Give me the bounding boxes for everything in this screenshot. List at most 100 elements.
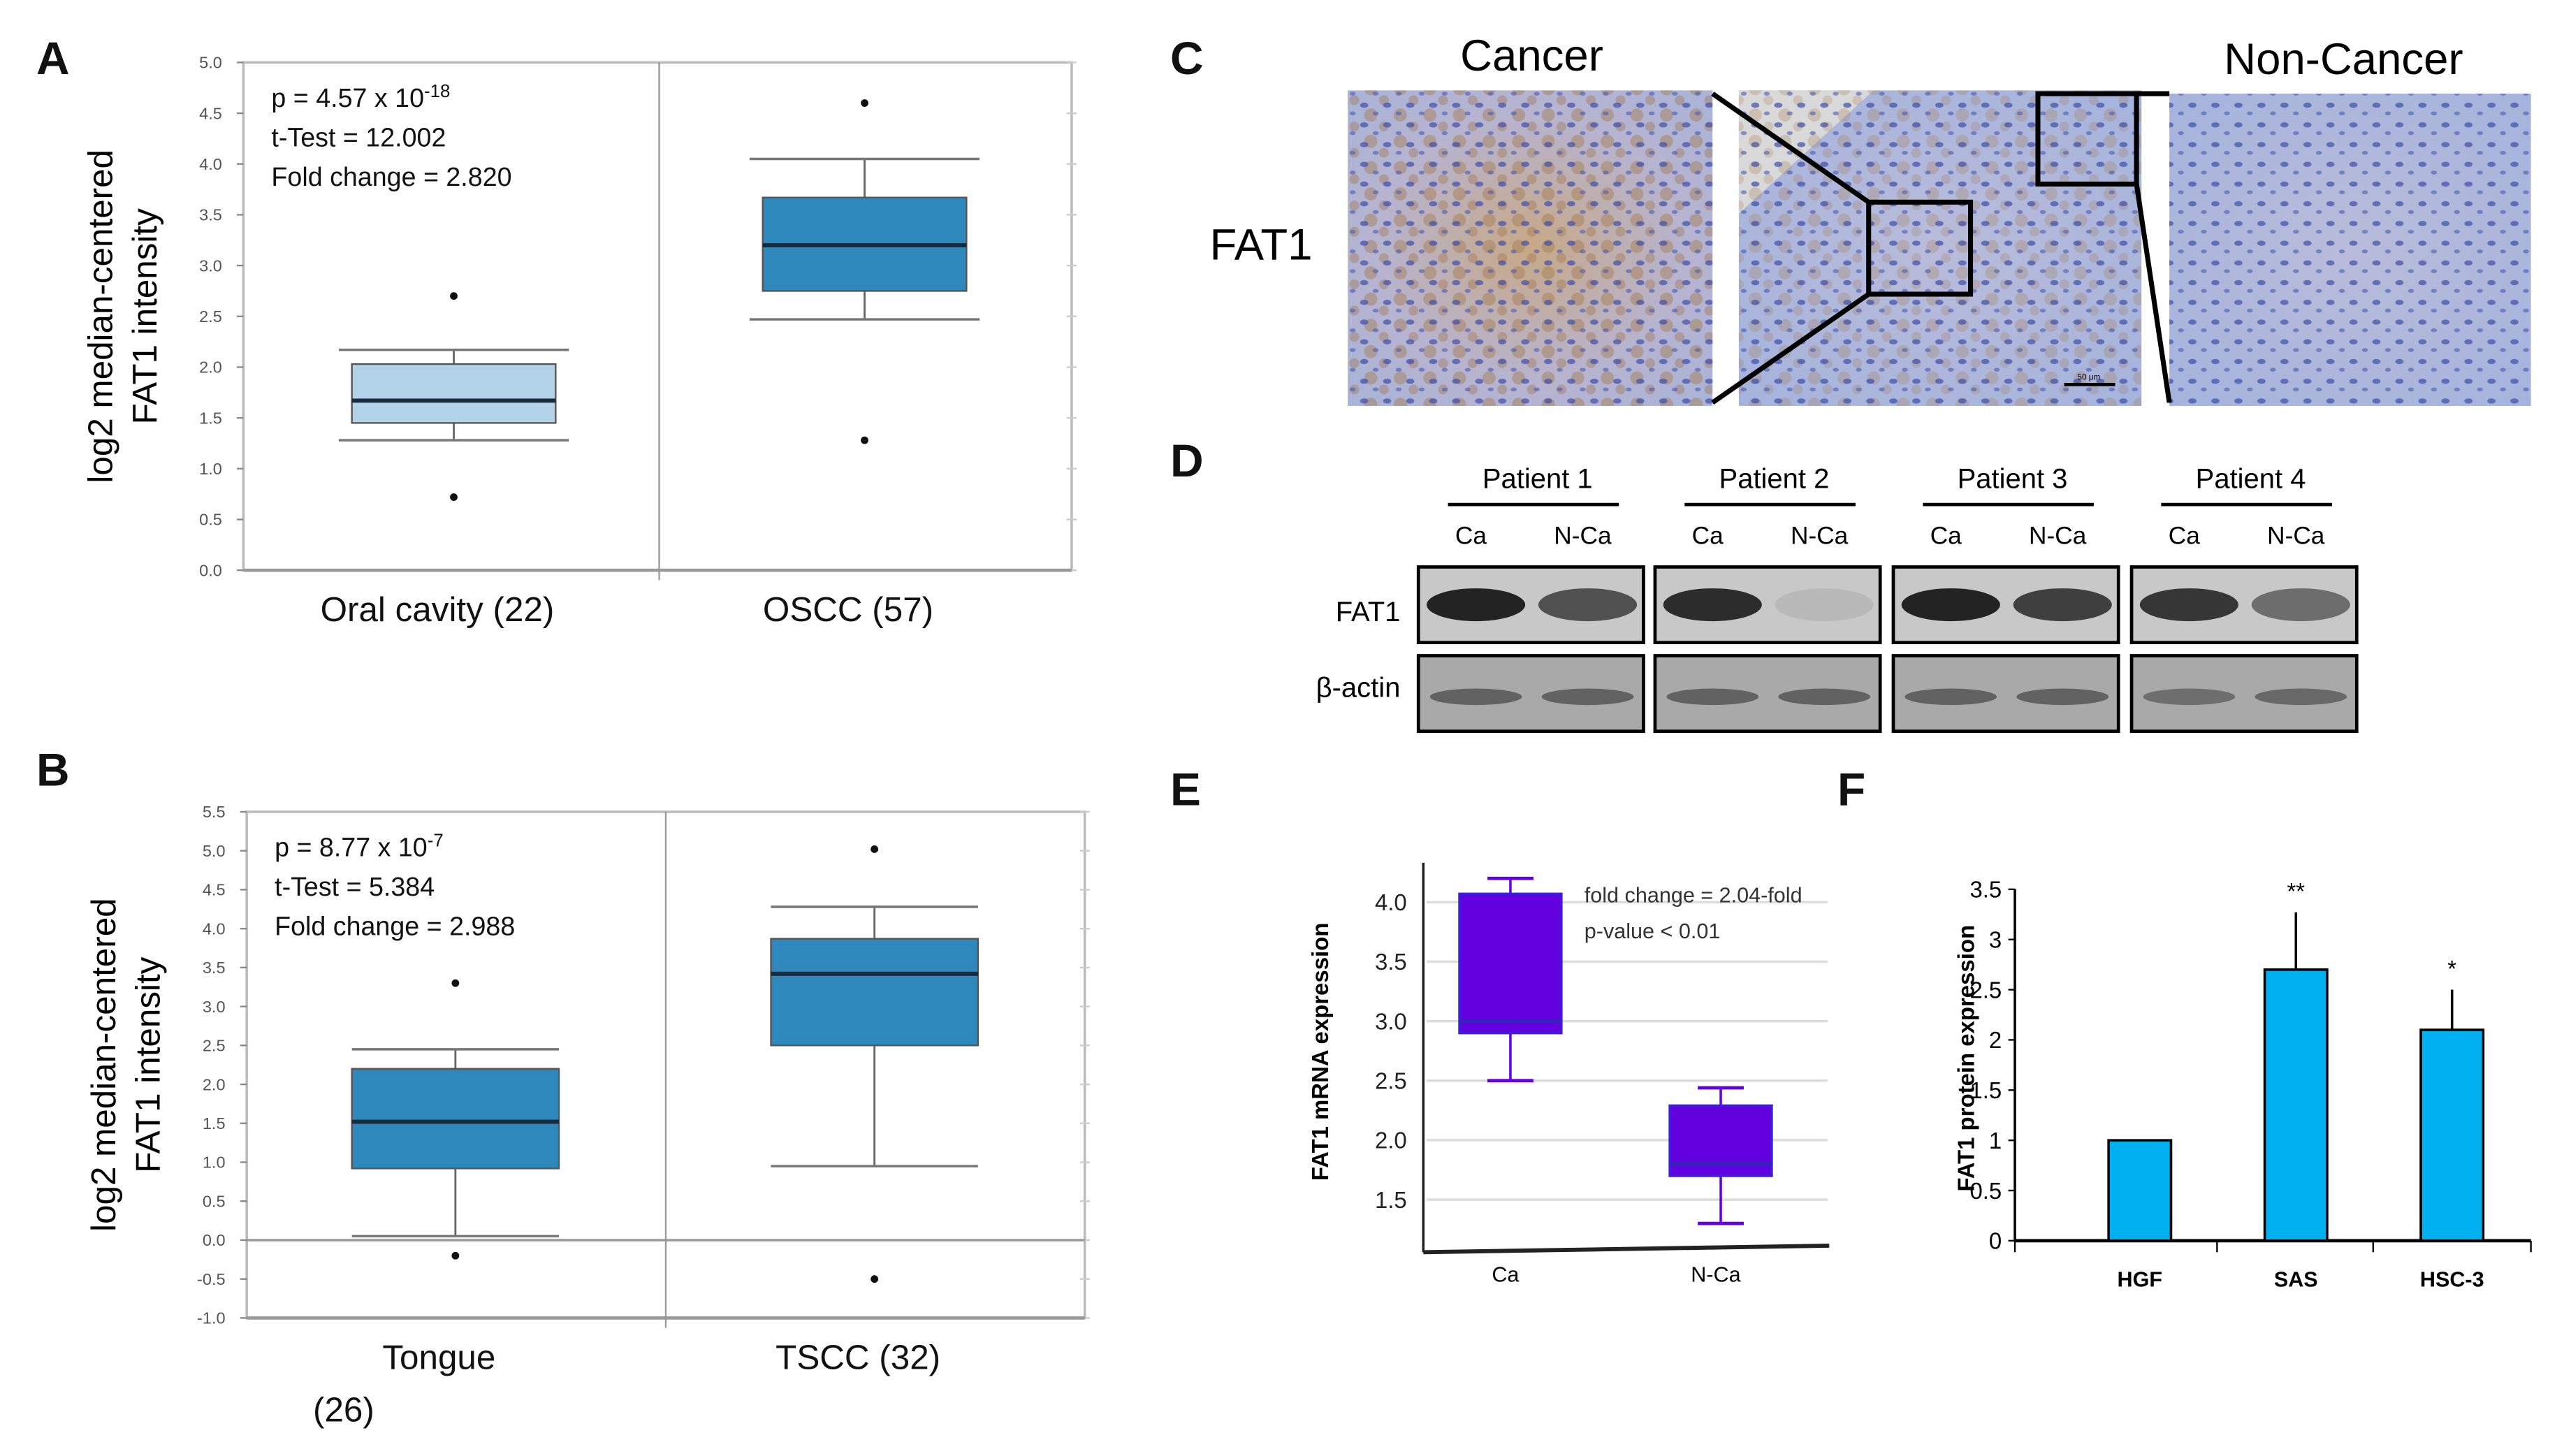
y-tick-label: 1.0 (199, 460, 222, 478)
y-tick-label: 3.5 (1375, 949, 1407, 975)
patient-label: Patient 2 (1719, 464, 1830, 495)
patient-label: Patient 3 (1958, 464, 2068, 495)
actin-band (1778, 688, 1871, 706)
p-value-text: p = 4.57 x 10 (271, 83, 424, 112)
panel-c-ihc: Cancer Non-Cancer FAT1 50 μm (1210, 31, 2531, 406)
cancer-title: Cancer (1460, 31, 1603, 80)
panel-f-bar-chart: 0 0.5 1 1.5 2 2.5 3 3.5 HGF ** SAS * HSC-3 FAT1 prote… (1953, 877, 2532, 1292)
y-tick-label: 2.0 (1375, 1128, 1407, 1153)
y-tick-label: -0.5 (197, 1270, 226, 1288)
fold-change-annotation: Fold change = 2.820 (271, 162, 511, 191)
outlier-point (871, 845, 879, 853)
y-tick-label: 1.5 (203, 1114, 226, 1133)
actin-band (1541, 688, 1634, 706)
y-tick-label: 2.5 (199, 307, 222, 326)
lane-label: N-Ca (1791, 523, 1849, 550)
fold-change-annotation: fold change = 2.04-fold (1585, 883, 1802, 907)
y-tick-label: 2 (1989, 1027, 2002, 1053)
x-category-label: OSCC (57) (763, 590, 933, 629)
outlier-point (861, 99, 868, 107)
p-value-annotation: p = 4.57 x 10-18 (271, 82, 450, 112)
lane-label: Ca (1692, 523, 1724, 550)
actin-band (2016, 688, 2109, 706)
fat1-band (1901, 588, 2000, 622)
non-cancer-image (2169, 94, 2531, 406)
scale-bar-label: 50 μm (2077, 372, 2100, 381)
x-category-label: HSC-3 (2420, 1268, 2484, 1292)
y-tick-label: 4.0 (199, 155, 222, 173)
fold-change-annotation: Fold change = 2.988 (275, 911, 515, 940)
fat1-band (1775, 588, 1874, 622)
cancer-image (1348, 90, 1713, 406)
p-value-exponent: -7 (428, 831, 444, 850)
y-axis-label-line2: FAT1 intensity (126, 208, 164, 424)
y-tick-label: 2.5 (1375, 1068, 1407, 1094)
panel-label-f: F (1837, 764, 1865, 815)
y-tick-label: 1 (1989, 1128, 2002, 1153)
x-category-label: Oral cavity (22) (321, 590, 555, 629)
y-tick-label: 2.5 (203, 1037, 226, 1055)
y-tick-label: 0 (1989, 1228, 2002, 1254)
y-tick-label: 4.5 (199, 104, 222, 122)
p-value-annotation: p = 8.77 x 10-7 (275, 831, 444, 861)
outlier-point (451, 979, 460, 987)
y-tick-label: 0.5 (1969, 1178, 2002, 1204)
lane-label: N-Ca (2267, 523, 2325, 550)
y-tick-label: 5.5 (203, 803, 226, 821)
box-0 (1458, 892, 1563, 1035)
y-tick-label: 4.0 (1375, 889, 1407, 915)
panel-label-c: C (1170, 32, 1204, 84)
fat1-band (2251, 588, 2350, 622)
panel-label-e: E (1170, 764, 1201, 815)
y-tick-label: 3.5 (1969, 877, 2002, 903)
y-axis-label-line1: log2 median-centered (85, 898, 123, 1232)
fat1-band (1426, 588, 1526, 622)
actin-band (1666, 688, 1759, 706)
panel-label-d: D (1170, 435, 1204, 486)
overview-image: 50 μm (1738, 90, 2142, 406)
actin-row-label: β-actin (1316, 672, 1401, 703)
y-tick-label: 3.5 (203, 959, 226, 977)
noncancer-zoom-box (2035, 91, 2139, 187)
actin-band (1904, 688, 1997, 706)
panel-e-boxplot: 1.5 2.0 2.5 3.0 3.5 4.0 Ca N-Ca fold change = 2.… (1307, 862, 1830, 1287)
panel-d-western-blot: Patient 1 Ca N-Ca Patient 2 Ca N-Ca Patient 3 C… (1316, 464, 2359, 734)
x-axis (1423, 1243, 1830, 1255)
actin-band (2143, 688, 2236, 706)
outlier-point (871, 1275, 879, 1283)
y-axis-label-line1: log2 median-centered (81, 150, 119, 483)
box-0 (351, 1068, 560, 1170)
patient-label: Patient 4 (2196, 464, 2306, 495)
x-category-sublabel: (26) (313, 1391, 374, 1429)
y-tick-label: -1.0 (197, 1309, 226, 1327)
p-value-annotation: p-value < 0.01 (1585, 919, 1721, 943)
y-tick-label: 0.5 (199, 511, 222, 529)
lane-label: N-Ca (2029, 523, 2087, 550)
y-tick-label: 1.5 (1375, 1187, 1407, 1213)
actin-band (2255, 688, 2347, 706)
y-tick-label: 3.0 (199, 256, 222, 275)
y-tick-label: 5.0 (199, 54, 222, 72)
fat1-band (1538, 588, 1638, 622)
fat1-row-label: FAT1 (1336, 597, 1401, 627)
box-1 (770, 938, 979, 1047)
bar-HSC-3 (2419, 1028, 2485, 1242)
x-category-label: TSCC (32) (775, 1338, 940, 1376)
y-tick-label: 5.0 (203, 842, 226, 860)
outlier-point (450, 493, 458, 501)
x-category-label: Tongue (382, 1338, 495, 1376)
y-tick-label: 2.0 (199, 358, 222, 377)
bar-HGF (2107, 1139, 2173, 1242)
y-tick-label: 3.0 (1375, 1008, 1407, 1034)
bar-SAS (2263, 968, 2329, 1242)
y-tick-label: 2.5 (1969, 977, 2002, 1003)
outlier-point (861, 436, 868, 444)
panel-a-boxplot: 0.0 0.5 1.0 1.5 2.0 2.5 3.0 3.5 4.0 4.5 5.0 Oral ca… (81, 54, 1077, 629)
actin-band (1429, 688, 1522, 706)
y-tick-label: 1.5 (1969, 1077, 2002, 1103)
patient-label: Patient 1 (1483, 464, 1593, 495)
y-tick-label: 3.5 (199, 206, 222, 224)
significance-marker: * (2447, 956, 2456, 982)
y-tick-label: 1.5 (199, 409, 222, 427)
p-value-exponent: -18 (424, 82, 450, 101)
